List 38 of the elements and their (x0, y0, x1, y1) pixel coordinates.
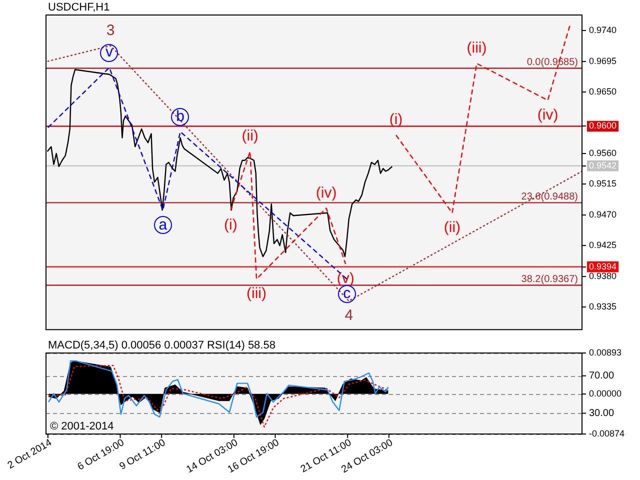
annotation: (i) (224, 216, 238, 234)
annotation: (ii) (444, 219, 461, 236)
annotation: 3 (106, 22, 115, 39)
y-tick-label: 0.9380 (589, 270, 617, 281)
y-tick-label: 0.9515 (589, 178, 617, 189)
annotation: (iii) (466, 40, 487, 57)
annotation: b (176, 108, 184, 125)
chart-title: MACD(5,34,5) 0.00056 0.00037 RSI(14) 58.58 (48, 340, 276, 352)
y2-tick-label: 70.00 (589, 370, 614, 382)
x-tick-label: 2 Oct 2014 (6, 437, 54, 472)
y-tick-label: 0.9394 (589, 261, 617, 272)
annotation: (v) (336, 270, 354, 288)
annotation: (iii) (246, 285, 267, 302)
annotation: (iv) (316, 184, 337, 202)
y-tick-label: 0.00000 (589, 388, 622, 398)
annotation: (iv) (537, 106, 558, 124)
y-tick-label: 0.9470 (589, 209, 617, 220)
chart-title: USDCHF,H1 (48, 2, 110, 14)
annotation: © 2001-2014 (50, 420, 114, 433)
y-tick-label: 0.9425 (589, 240, 617, 250)
ref-line-label: 0.0(0.9685) (526, 56, 578, 68)
y2-tick-label: 30.00 (589, 408, 614, 419)
y-tick-label: 0.9600 (589, 120, 617, 131)
annotation: 4 (344, 307, 354, 324)
y-tick-label: 0.9695 (589, 56, 617, 66)
y-tick-label: 0.9542 (589, 160, 617, 170)
y-tick-label: 0.9335 (589, 302, 617, 312)
annotation: c (343, 285, 352, 302)
annotation: (ii) (242, 128, 258, 145)
annotation: a (158, 216, 168, 234)
y-tick-label: 0.9560 (589, 148, 617, 158)
y-tick-label: -0.00874 (589, 428, 625, 438)
y-tick-label: 0.9740 (589, 25, 617, 36)
y-tick-label: 0.9650 (589, 86, 617, 97)
annotation: v (106, 44, 114, 61)
annotation: (i) (389, 111, 403, 128)
ref-line-label: 38.2(0.9367) (521, 274, 578, 285)
y-tick-label: 0.00893 (589, 347, 622, 358)
